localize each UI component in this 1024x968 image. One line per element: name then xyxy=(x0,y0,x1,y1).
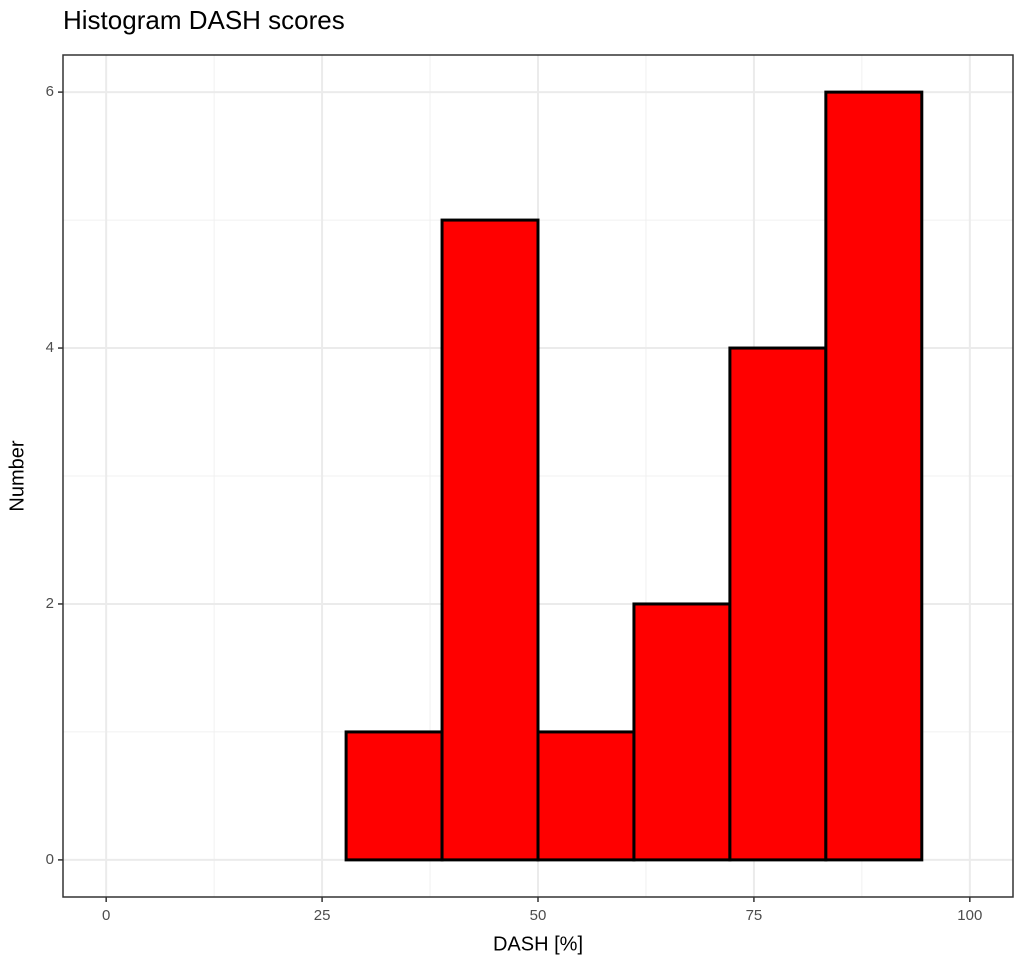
bar xyxy=(824,90,924,862)
x-tick-label: 0 xyxy=(102,907,110,924)
y-tick-label: 6 xyxy=(46,83,54,100)
plot-border xyxy=(62,54,1014,898)
y-tick-label: 2 xyxy=(46,595,54,612)
bar xyxy=(536,730,636,862)
bar xyxy=(344,730,444,862)
x-tick-label: 75 xyxy=(746,907,763,924)
x-tick-label: 50 xyxy=(530,907,547,924)
x-tick-label: 25 xyxy=(314,907,331,924)
y-axis-label: Number xyxy=(6,440,28,511)
y-tick-label: 0 xyxy=(46,851,54,868)
bar xyxy=(440,218,540,862)
x-axis-label: DASH [%] xyxy=(493,933,583,955)
x-tick-label: 100 xyxy=(957,907,982,924)
y-tick-label: 4 xyxy=(46,339,54,356)
chart-title: Histogram DASH scores xyxy=(63,5,345,35)
bar xyxy=(728,346,828,862)
bar xyxy=(632,602,732,862)
